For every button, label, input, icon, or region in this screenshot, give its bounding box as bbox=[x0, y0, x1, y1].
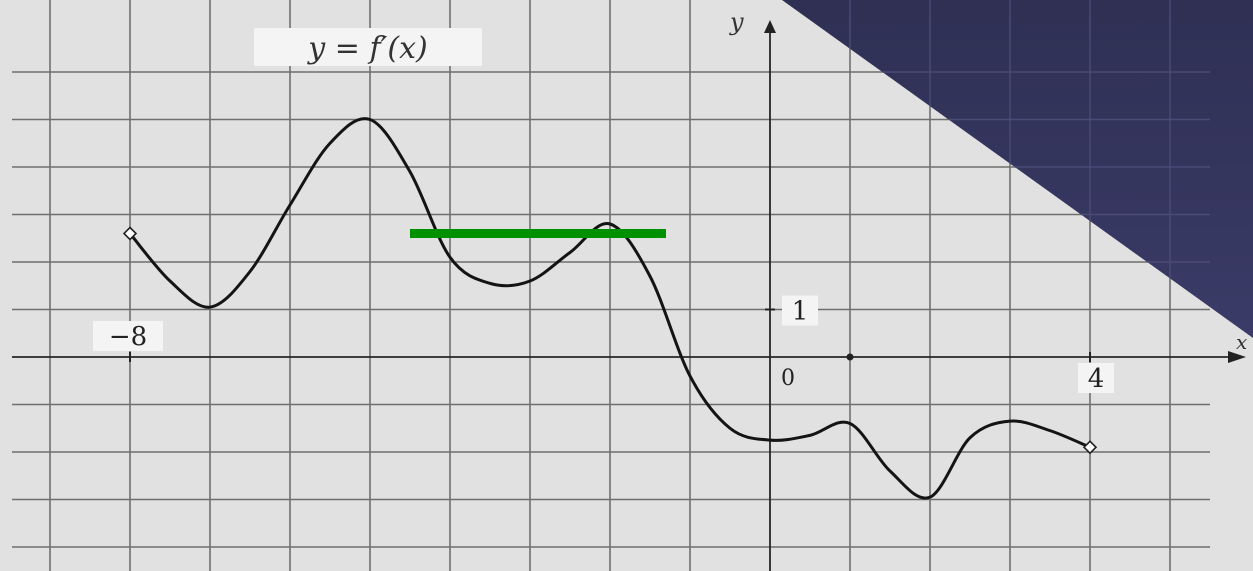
tick-label: 0 bbox=[781, 366, 795, 391]
tick-label-bg bbox=[1078, 363, 1114, 393]
tick-label: 1 bbox=[782, 295, 818, 327]
y-axis-arrow bbox=[764, 20, 776, 33]
tick-label-bg bbox=[782, 295, 818, 326]
tick-label-text: −8 bbox=[109, 322, 147, 352]
tick-label-text: 0 bbox=[781, 366, 795, 391]
x-unit-dot bbox=[846, 353, 854, 361]
curve-endpoint bbox=[122, 226, 138, 241]
curve-endpoints bbox=[122, 226, 1098, 455]
x-axis-arrow bbox=[1228, 351, 1246, 363]
function-label-text: y = f′(x) bbox=[306, 31, 427, 66]
x-axis-name: x bbox=[1236, 330, 1247, 354]
axes: yx bbox=[12, 8, 1247, 571]
derivative-curve bbox=[128, 117, 1092, 500]
tick-label-text: 4 bbox=[1088, 364, 1105, 394]
tick-label-text: 1 bbox=[792, 297, 809, 327]
function-label: y = f′(x) bbox=[254, 28, 482, 66]
curve-endpoint bbox=[1082, 440, 1098, 455]
tick-label: 4 bbox=[1078, 363, 1114, 394]
y-axis-name: y bbox=[729, 8, 744, 36]
corner-overlay bbox=[782, 0, 1253, 338]
tick-labels: −8 0 1 4 bbox=[93, 295, 1114, 394]
tick-label: −8 bbox=[93, 321, 163, 352]
tick-label-bg bbox=[93, 321, 163, 351]
